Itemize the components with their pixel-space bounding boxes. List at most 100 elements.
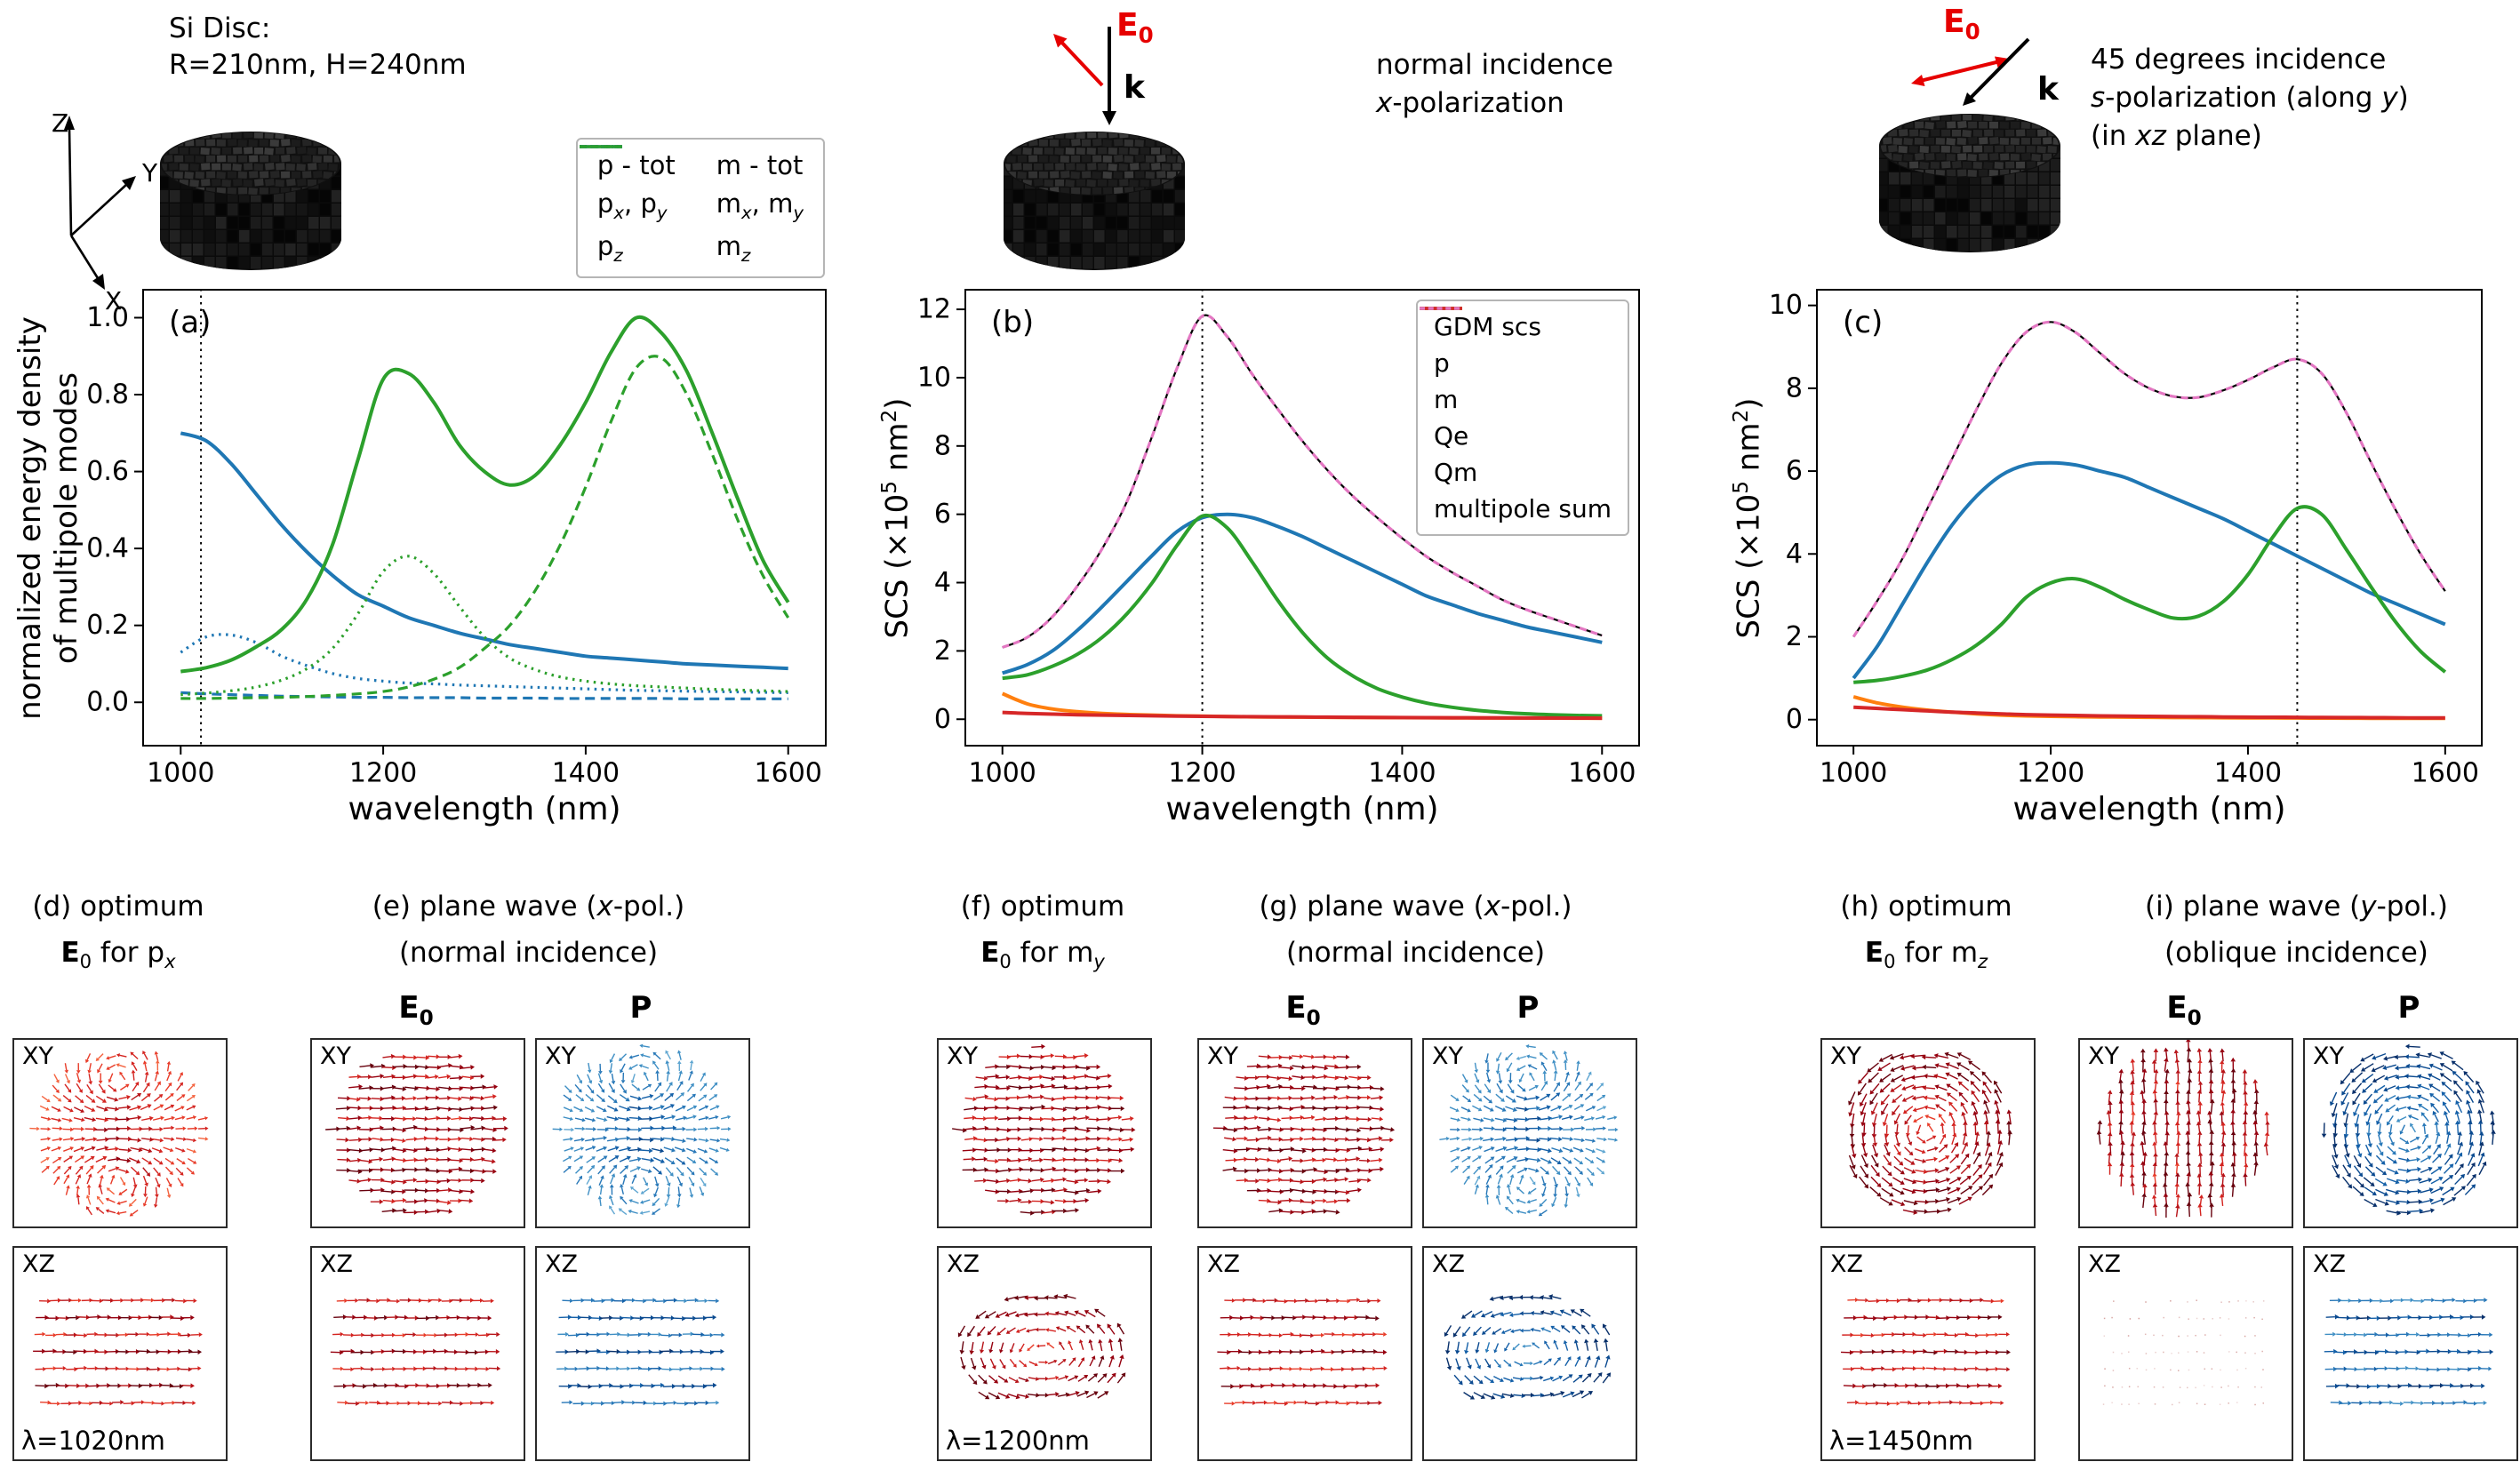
k-label-b: k xyxy=(1124,69,1145,106)
y-tick-label: 8 xyxy=(934,430,951,461)
x-axis-title-a: wavelength (nm) xyxy=(348,791,621,827)
field-column-header: E0 xyxy=(1285,990,1321,1030)
field-group-subtitle: E0 for my xyxy=(980,937,1105,973)
disc-spec-title: Si Disc: R=210nm, H=240nm xyxy=(169,11,467,84)
legend-item: m - tot xyxy=(579,145,804,180)
y-tick-label: 0.0 xyxy=(86,687,129,718)
k-arrow-icon xyxy=(1102,27,1116,125)
field-panel-g-xy-col1: XY xyxy=(1422,1038,1637,1228)
field-group-title: (e) plane wave (x-pol.) xyxy=(372,891,685,923)
plane-label: XZ xyxy=(1830,1250,1863,1278)
coordinate-axes-icon: Z Y X xyxy=(52,108,158,316)
legend-item: mx, my xyxy=(579,145,804,223)
vector-field-canvas xyxy=(1199,1040,1407,1223)
x-tick-label: 1600 xyxy=(2412,758,2479,789)
x-tick-label: 1600 xyxy=(755,758,822,789)
vector-field-canvas xyxy=(537,1248,745,1456)
axis-y-label: Y xyxy=(141,158,158,188)
incidence-caption-c: 45 degrees incidence s-polarization (alon… xyxy=(2091,44,2409,152)
field-group-subtitle: (normal incidence) xyxy=(398,937,659,969)
x-tick-label: 1400 xyxy=(552,758,620,789)
legend-line-sample xyxy=(1420,307,1463,310)
legend-a: p - tot m - tot px, py mx, my pz mz xyxy=(575,138,825,278)
field-group-subtitle: E0 for px xyxy=(60,937,176,973)
plane-label: XY xyxy=(320,1043,351,1070)
y-tick-label: 0.2 xyxy=(86,610,129,641)
chart-b: 1000 1200 1400 1600 0 2 4 6 8 10 12 (b) wavelength (… xyxy=(878,289,1640,827)
plane-label: XY xyxy=(2088,1043,2119,1070)
x-axis-title-b: wavelength (nm) xyxy=(1165,791,1439,827)
plane-label: XZ xyxy=(1207,1250,1240,1278)
field-plots-section: (d) optimum E0 for px XY XZ λ=1020nm (e) plan… xyxy=(0,891,2520,1470)
e0-arrow-icon xyxy=(1053,34,1104,87)
x-tick-label: 1200 xyxy=(349,758,417,789)
field-group-subtitle: (normal incidence) xyxy=(1285,937,1546,969)
y-axis-title-c: SCS (×105 nm2) xyxy=(1729,397,1767,638)
legend-line-sample xyxy=(579,145,622,148)
series-m xyxy=(1853,505,2447,684)
vector-field-canvas xyxy=(1822,1248,2030,1456)
field-group-f: (f) optimum E0 for my XY XZ λ=1200nm xyxy=(937,891,1152,1464)
chart-plot-a: 1000 1200 1400 1600 0.0 0.2 0.4 0.6 0.8 1.0 xyxy=(86,289,827,789)
legend-item: p xyxy=(1420,307,1612,378)
legend-item-label: GDM scs xyxy=(1434,312,1541,341)
legend-item-label: pz xyxy=(596,230,623,266)
plane-label: XZ xyxy=(22,1250,55,1278)
x-tick-label: 1400 xyxy=(1368,758,1436,789)
chart-plot-b: 1000 1200 1400 1600 0 2 4 6 8 10 12 xyxy=(917,289,1640,789)
field-group-subtitle: (oblique incidence) xyxy=(2164,937,2428,969)
legend-item-label: Qe xyxy=(1434,421,1469,451)
series-mx-my xyxy=(180,555,788,697)
field-panel-e-xy-col1: XY xyxy=(535,1038,750,1228)
legend-b: GDM scs p m Qe Qm multipole sum xyxy=(1416,300,1629,536)
y-tick-label: 2 xyxy=(1786,621,1803,652)
legend-item: Qm xyxy=(1420,307,1612,487)
series-p xyxy=(1002,512,1603,675)
legend-item-label: p xyxy=(1434,348,1450,378)
series-m xyxy=(1002,513,1603,718)
vector-field-canvas xyxy=(1199,1248,1407,1456)
field-group-title: (f) optimum xyxy=(960,891,1125,923)
y-tick-label: 6 xyxy=(934,499,951,530)
field-panel-g-xy-col0: XY xyxy=(1197,1038,1412,1228)
incidence-arrows-c xyxy=(1911,37,2030,106)
y-tick-label: 12 xyxy=(917,294,951,325)
vector-field-canvas xyxy=(1822,1040,2030,1223)
legend-item-label: px, py xyxy=(596,188,668,223)
chart-plot-c: 1000 1200 1400 1600 0 2 4 6 8 10 xyxy=(1769,289,2483,789)
field-panel-i-xz-col0: XZ xyxy=(2078,1246,2293,1461)
axis-x-label: X xyxy=(105,286,122,316)
y-tick-label: 4 xyxy=(934,567,951,598)
wavelength-label: λ=1450nm xyxy=(1827,1426,1976,1456)
field-panel-i-xz-col1: XZ xyxy=(2303,1246,2518,1461)
series-gdm-scs xyxy=(1852,321,2446,638)
disc-spec-line1: Si Disc: xyxy=(169,12,271,44)
vector-field-canvas xyxy=(2305,1248,2513,1456)
legend-item: p - tot xyxy=(579,145,676,180)
legend-line-sample xyxy=(579,145,622,148)
y-tick-label: 10 xyxy=(917,362,951,393)
si-disc-render-a xyxy=(160,132,341,270)
legend-item-label: mx, my xyxy=(716,188,804,223)
field-panel-f-xy: XY xyxy=(937,1038,1152,1228)
y-tick-label: 6 xyxy=(1786,456,1803,487)
plane-label: XY xyxy=(947,1043,978,1070)
y-axis-title-a: normalized energy density of multipole mo… xyxy=(12,316,84,720)
plane-label: XY xyxy=(2313,1043,2344,1070)
field-group-g: (g) plane wave (x-pol.) (normal incidence… xyxy=(1197,891,1637,1464)
x-tick-label: 1000 xyxy=(969,758,1036,789)
legend-item-label: m - tot xyxy=(716,150,804,180)
x-tick-label: 1200 xyxy=(2017,758,2084,789)
incidence-arrows-b xyxy=(1053,27,1116,125)
series-qm xyxy=(1002,710,1603,721)
k-arrow-icon xyxy=(1963,37,2030,106)
vector-field-canvas xyxy=(537,1040,745,1223)
field-panel-e-xz-col0: XZ xyxy=(310,1246,525,1461)
legend-item: mz xyxy=(579,145,804,266)
series-multipole-sum xyxy=(1002,314,1603,649)
panel-label-a: (a) xyxy=(169,305,212,340)
e0-label-b: E0 xyxy=(1116,7,1154,49)
e0-label-c: E0 xyxy=(1943,4,1980,45)
panel-label-c: (c) xyxy=(1843,305,1884,340)
